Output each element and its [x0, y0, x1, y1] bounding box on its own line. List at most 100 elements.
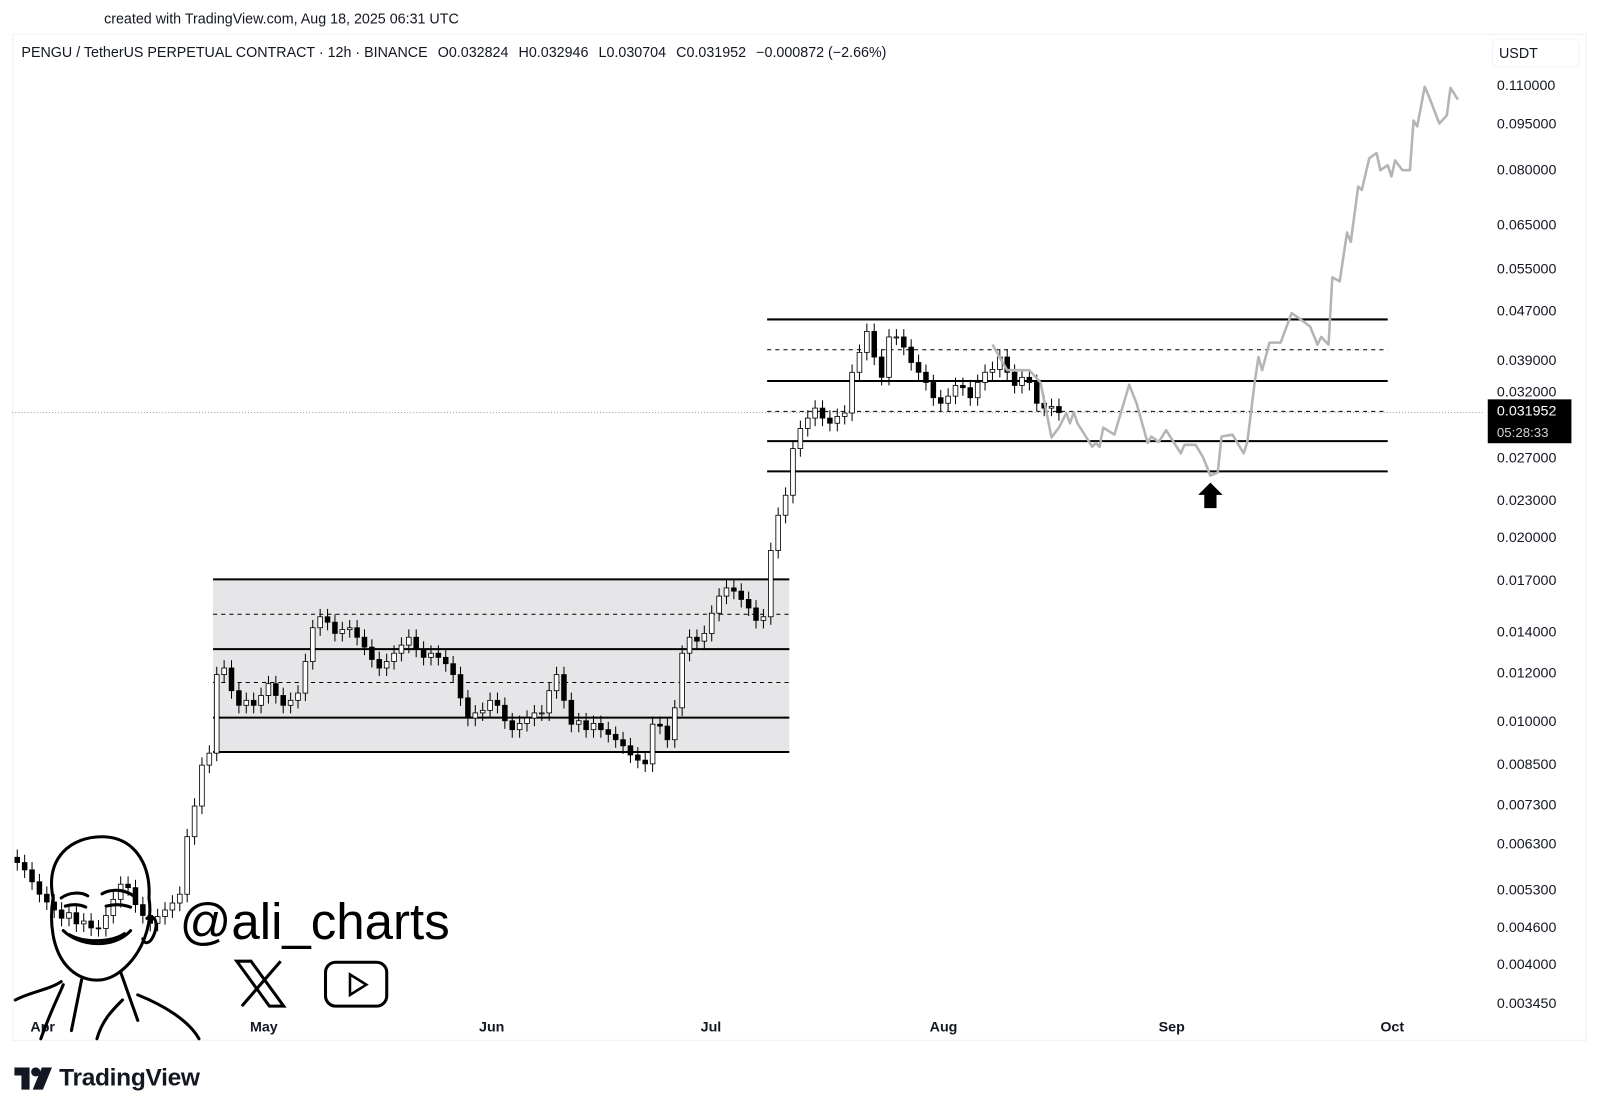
candle-body-up [184, 836, 190, 895]
candle-body-up [80, 920, 87, 925]
candle [442, 649, 449, 672]
candle [708, 605, 715, 642]
tradingview-logo[interactable]: TradingView [14, 1064, 200, 1093]
candle-body-up [516, 723, 523, 731]
candle-body-down [657, 723, 663, 727]
candle-body-down [354, 627, 360, 638]
candle-body-up [590, 723, 597, 731]
candle-body-down [73, 912, 80, 925]
candle [250, 692, 257, 714]
candle-body-down [88, 920, 94, 929]
candle [265, 675, 272, 704]
candle-body-down [827, 417, 833, 424]
candle-body-down [635, 754, 641, 761]
candle-body-down [442, 656, 449, 665]
candle [413, 629, 419, 658]
candle-body-down [376, 659, 383, 669]
candle [317, 608, 323, 636]
candle [731, 580, 737, 600]
candle [937, 389, 944, 412]
candle-body-down [738, 590, 745, 600]
candle [258, 687, 264, 714]
candle-body-down [44, 893, 50, 903]
candle-body-up [243, 699, 250, 706]
last-price-label: 0.031952 05:28:33 [1487, 399, 1572, 444]
candle [679, 645, 685, 716]
candle [36, 873, 43, 903]
price-axis[interactable]: 0.110000 0.095000 0.080000 0.065000 0.055000… [1487, 78, 1572, 1012]
candle-body-down [14, 856, 21, 863]
candle-body-up [952, 385, 959, 397]
time-tick-label: Jun [479, 1020, 504, 1036]
candle [324, 608, 331, 631]
candle-body-up [790, 448, 796, 496]
candle-body-up [221, 667, 227, 676]
price-tick-label: 0.005300 [1497, 882, 1557, 898]
candle-body-down [937, 397, 944, 404]
candle-body-up [539, 712, 545, 715]
candle [302, 653, 309, 702]
candle [657, 716, 663, 735]
candle-body-up [317, 616, 323, 629]
candle [790, 440, 796, 504]
candle [383, 653, 390, 677]
candle-body-up [701, 633, 708, 642]
candle [1034, 374, 1040, 412]
candle [716, 588, 722, 622]
candle-body-down [605, 729, 612, 735]
candle [103, 907, 109, 937]
range-shading [213, 579, 790, 752]
candle-body-down [280, 695, 286, 706]
candle [457, 666, 464, 706]
candle-body-up [346, 627, 353, 631]
chart-frame [12, 33, 1587, 1041]
candle [605, 721, 612, 743]
candle [775, 507, 781, 559]
ohlc-low: L0.030704 [598, 43, 667, 61]
candle [280, 687, 286, 714]
price-tick-label: 0.080000 [1497, 162, 1557, 178]
candle-body-up [487, 699, 493, 711]
candle [583, 712, 589, 738]
price-tick-label: 0.095000 [1497, 117, 1557, 133]
ohlc-open: O0.032824 [437, 43, 509, 61]
candle-body-up [575, 720, 582, 725]
candle-body-up [391, 652, 397, 662]
candle-body-up [849, 371, 855, 414]
price-tick-label: 0.004600 [1497, 920, 1557, 936]
candle-body-up [103, 915, 109, 929]
candle-body-down [694, 636, 700, 642]
candle-body-down [140, 904, 146, 916]
price-tick-label: 0.010000 [1497, 714, 1557, 730]
price-tick-label: 0.039000 [1497, 353, 1557, 369]
candle-body-up [1019, 376, 1025, 386]
candle [701, 625, 708, 650]
candle-body-down [583, 720, 589, 731]
symbol-title[interactable]: PENGU / TetherUS PERPETUAL CONTRACT · 12… [21, 43, 428, 61]
youtube-icon [323, 960, 389, 1008]
candle-body-down [95, 927, 102, 930]
tradingview-brand: TradingView [59, 1064, 200, 1092]
time-tick-label: May [250, 1020, 278, 1036]
candle-body-up [553, 674, 560, 692]
candle [782, 487, 789, 524]
currency-button[interactable]: USDT [1491, 38, 1580, 68]
time-axis[interactable]: Apr May Jun Jul Aug Sep Oct [30, 1020, 1404, 1036]
candle [406, 629, 412, 654]
candle [664, 718, 671, 748]
candle-body-down [878, 356, 885, 378]
candle [834, 408, 841, 432]
candle-body-up [856, 351, 863, 373]
candle [575, 712, 582, 733]
candle-body-up [974, 382, 981, 399]
candle [21, 854, 28, 878]
candle [804, 410, 811, 437]
price-tick-label: 0.110000 [1497, 78, 1556, 94]
candle [391, 645, 397, 670]
candle [871, 323, 877, 366]
candle [878, 349, 885, 386]
candle-body-down [324, 616, 331, 623]
candle [273, 675, 279, 704]
candle [295, 685, 301, 709]
